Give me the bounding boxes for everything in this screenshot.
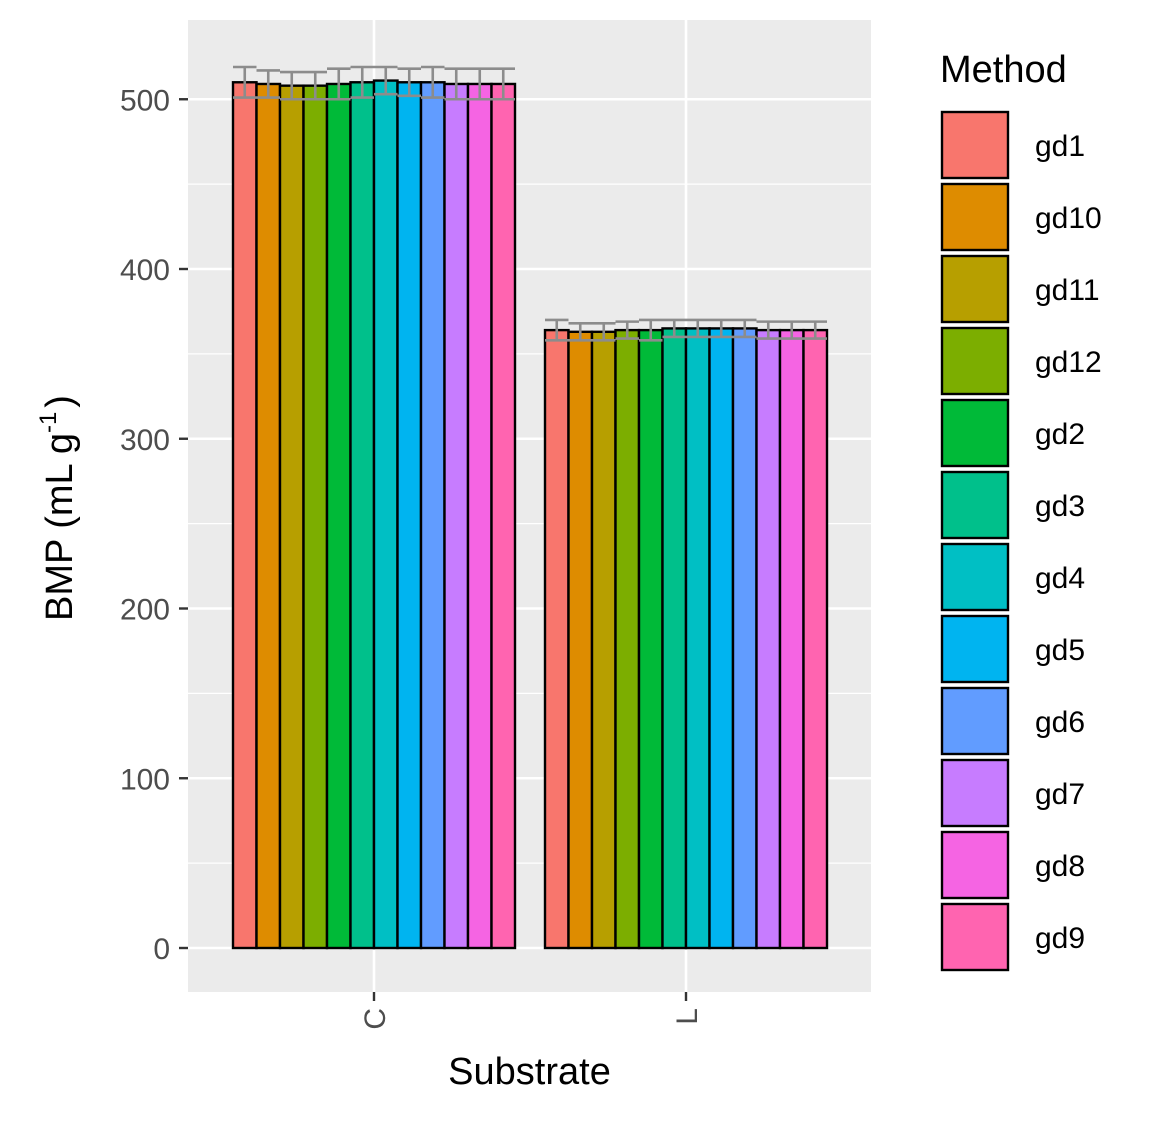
legend-swatch-gd6: [940, 686, 1010, 756]
error-bars-group: [233, 65, 827, 342]
error-bar-L-gd10: [568, 322, 592, 342]
error-bar-L-gd8: [780, 320, 804, 340]
error-bar-L-gd7: [756, 320, 780, 340]
error-bar-C-gd7: [444, 67, 468, 101]
legend-label-gd12: gd12: [1035, 346, 1102, 379]
error-bar-L-gd1: [545, 318, 569, 342]
legend-swatch-gd4: [940, 542, 1010, 612]
error-bar-L-gd11: [592, 322, 616, 342]
y-tick-label: 300: [120, 424, 170, 457]
bar-C-gd3: [349, 81, 376, 950]
legend-swatch-gd1: [940, 110, 1010, 180]
bar-C-gd4: [372, 79, 399, 950]
y-tick-label: 200: [120, 594, 170, 627]
bar-L-gd12: [614, 328, 641, 950]
bar-L-gd8: [778, 328, 805, 950]
legend-label-gd8: gd8: [1035, 850, 1085, 883]
legend-swatch-gd3: [940, 470, 1010, 540]
bar-L-gd9: [802, 328, 829, 950]
bar-C-gd1: [231, 81, 258, 950]
legend-swatch-gd9: [940, 902, 1010, 972]
legend: Method gd1 gd10 gd11 gd12 gd2 gd3 gd4 gd5 gd6 gd7…: [940, 49, 1102, 972]
error-bar-L-gd9: [803, 320, 827, 340]
legend-swatch-gd11: [940, 254, 1010, 324]
error-bar-L-gd5: [709, 318, 733, 339]
y-axis-title: BMP (mL g-1): [35, 395, 81, 621]
bar-C-gd12: [302, 84, 329, 950]
legend-swatch-gd12: [940, 326, 1010, 396]
legend-label-gd7: gd7: [1035, 778, 1085, 811]
bars-group: [231, 79, 829, 950]
legend-swatch-gd5: [940, 614, 1010, 684]
x-tick-label-C: C: [359, 1008, 392, 1030]
bar-L-gd10: [567, 330, 594, 950]
error-bar-C-gd8: [468, 67, 492, 101]
legend-label-gd10: gd10: [1035, 202, 1102, 235]
error-bar-C-gd3: [350, 65, 374, 99]
error-bar-C-gd2: [327, 67, 351, 101]
y-axis-ticks: 0 100 200 300 400 500: [120, 84, 188, 966]
bar-L-gd11: [590, 330, 617, 950]
y-axis-title-superscript: -1: [35, 412, 62, 433]
error-bar-C-gd6: [421, 65, 445, 99]
legend-title: Method: [940, 49, 1067, 91]
bar-C-gd2: [325, 82, 352, 950]
bar-L-gd2: [637, 328, 664, 950]
bar-L-gd7: [755, 328, 782, 950]
error-bar-C-gd5: [397, 67, 421, 98]
error-bar-L-gd12: [615, 320, 639, 340]
bar-L-gd5: [708, 327, 735, 950]
error-bar-L-gd4: [686, 318, 710, 339]
legend-items: gd1 gd10 gd11 gd12 gd2 gd3 gd4 gd5 gd6 gd7 gd8 gd9: [940, 110, 1102, 972]
legend-label-gd11: gd11: [1035, 274, 1100, 307]
legend-label-gd3: gd3: [1035, 490, 1085, 523]
bar-L-gd1: [543, 328, 570, 950]
bar-L-gd6: [731, 327, 758, 950]
bar-C-gd8: [466, 82, 493, 950]
error-bar-L-gd3: [662, 318, 686, 339]
bar-L-gd4: [684, 327, 711, 950]
bar-L-gd3: [661, 327, 688, 950]
error-bar-L-gd2: [639, 318, 663, 342]
y-tick-label: 0: [153, 933, 170, 966]
error-bar-C-gd12: [303, 70, 327, 101]
error-bar-C-gd11: [280, 70, 304, 101]
y-axis-title-main: BMP (mL g: [39, 433, 81, 621]
legend-label-gd4: gd4: [1035, 562, 1085, 595]
legend-swatch-gd8: [940, 830, 1010, 900]
bar-C-gd5: [396, 81, 423, 950]
legend-label-gd2: gd2: [1035, 418, 1085, 451]
legend-label-gd9: gd9: [1035, 922, 1085, 955]
bar-C-gd9: [490, 82, 517, 950]
y-tick-label: 100: [120, 763, 170, 796]
error-bar-C-gd4: [374, 65, 398, 96]
legend-swatch-gd7: [940, 758, 1010, 828]
legend-label-gd5: gd5: [1035, 634, 1085, 667]
y-tick-label: 500: [120, 84, 170, 117]
x-tick-label-L: L: [671, 1008, 704, 1025]
legend-label-gd1: gd1: [1035, 130, 1085, 163]
bar-C-gd10: [255, 82, 282, 950]
y-axis-title-close: ): [39, 395, 81, 408]
bar-C-gd6: [419, 81, 446, 950]
error-bar-C-gd10: [256, 69, 280, 99]
error-bar-C-gd1: [233, 65, 257, 99]
error-bar-L-gd6: [733, 318, 757, 339]
bar-C-gd7: [443, 82, 470, 950]
x-axis-title: Substrate: [448, 1051, 611, 1093]
y-tick-label: 400: [120, 254, 170, 287]
bar-C-gd11: [278, 84, 305, 950]
legend-label-gd6: gd6: [1035, 706, 1085, 739]
legend-swatch-gd10: [940, 182, 1010, 252]
legend-swatch-gd2: [940, 398, 1010, 468]
error-bar-C-gd9: [491, 67, 515, 101]
